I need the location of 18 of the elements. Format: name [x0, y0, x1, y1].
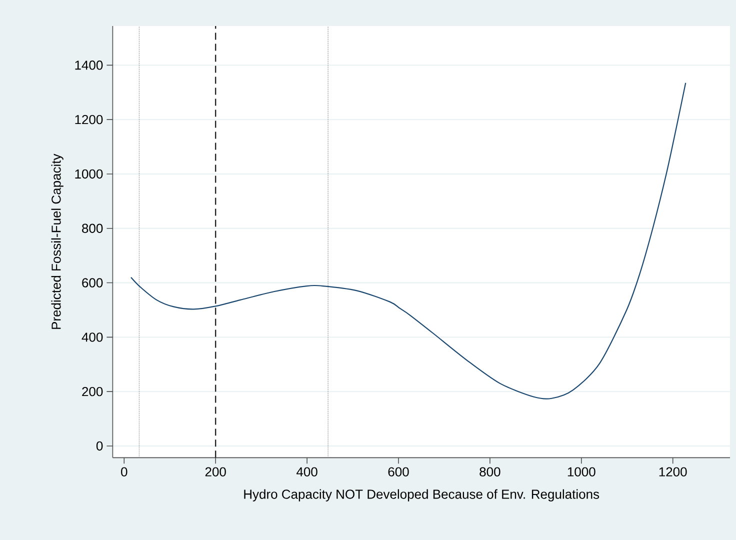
y-tick-label: 1400: [75, 60, 103, 70]
x-tick-label: 1000: [568, 467, 596, 476]
y-tick-label: 400: [82, 332, 103, 342]
y-tick-label: 0: [96, 441, 103, 451]
x-tick-label: 0: [121, 467, 128, 476]
y-tick-label: 200: [82, 386, 103, 396]
y-tick-label: 600: [82, 278, 103, 288]
y-tick-label: 800: [82, 224, 103, 233]
y-tick-label: 1000: [75, 169, 103, 179]
x-tick-label: 1200: [659, 467, 687, 476]
x-tick-label: 200: [205, 467, 226, 476]
y-tick-label: 1200: [75, 114, 103, 124]
x-tick-label: 800: [480, 467, 500, 476]
y-axis-title: Predicted Fossil-Fuel Capacity: [51, 154, 64, 329]
x-axis-title: Hydro Capacity NOT Developed Because of Env. Regulations: [244, 489, 600, 502]
x-tick-label: 600: [388, 467, 409, 476]
x-tick-label: 400: [296, 467, 318, 476]
line-series: [130, 82, 686, 400]
